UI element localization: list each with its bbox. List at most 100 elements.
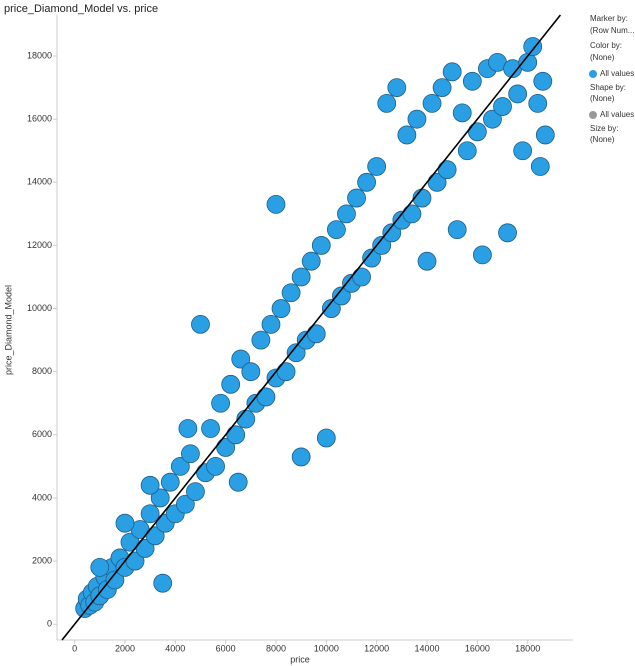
legend-text: (None) [590, 135, 615, 144]
point [530, 157, 550, 176]
point [412, 188, 432, 208]
point [447, 220, 467, 240]
legend-text: (None) [590, 53, 615, 62]
x-tick-label: 12000 [364, 643, 389, 653]
point [201, 419, 220, 438]
point [367, 157, 387, 176]
point [301, 251, 321, 271]
point [140, 475, 160, 495]
point [472, 245, 492, 265]
point [105, 570, 125, 590]
point [206, 456, 225, 476]
point [347, 188, 366, 208]
x-tick-label: 2000 [115, 643, 135, 653]
y-tick-label: 14000 [27, 177, 52, 187]
point [452, 103, 472, 123]
x-tick-label: 10000 [314, 643, 339, 653]
x-axis-label: price [290, 654, 310, 664]
point [498, 223, 517, 243]
point [261, 314, 281, 334]
point [228, 472, 248, 492]
point [90, 557, 110, 577]
y-tick-label: 18000 [27, 50, 52, 60]
point [256, 387, 276, 407]
legend-text: Size by: [590, 124, 618, 133]
point [321, 299, 341, 318]
point [125, 551, 145, 571]
point [115, 513, 135, 533]
point [417, 251, 437, 271]
point [286, 343, 306, 363]
y-tick-label: 16000 [27, 114, 52, 124]
legend-text: Color by: [590, 41, 622, 50]
point [186, 482, 205, 502]
point [216, 438, 236, 457]
legend-text: Marker by: [590, 14, 628, 23]
point [337, 204, 356, 224]
point [483, 109, 502, 129]
legend-text: All values [600, 110, 634, 119]
point [437, 160, 457, 180]
point [170, 456, 190, 476]
point [191, 314, 210, 334]
legend-text: (Row Num... [590, 26, 634, 35]
point [326, 220, 346, 240]
point [160, 472, 180, 492]
point [316, 428, 336, 448]
point [291, 447, 311, 467]
point [181, 444, 200, 464]
point [311, 236, 331, 255]
x-tick-label: 18000 [515, 643, 540, 653]
x-tick-label: 6000 [216, 643, 236, 653]
x-tick-label: 0 [72, 643, 77, 653]
point [153, 573, 173, 593]
point [513, 141, 533, 161]
y-axis-label: price_Diamond_Model [3, 285, 13, 375]
point [397, 125, 417, 145]
x-tick-label: 4000 [165, 643, 185, 653]
point [387, 78, 407, 98]
point [533, 71, 553, 91]
x-tick-label: 16000 [465, 643, 490, 653]
x-tick-label: 14000 [414, 643, 439, 653]
point [422, 93, 442, 113]
y-tick-label: 10000 [27, 303, 52, 313]
point [427, 172, 447, 192]
chart-title: price_Diamond_Model vs. price [4, 3, 158, 15]
point [231, 349, 251, 369]
point [211, 393, 231, 413]
x-tick-label: 8000 [266, 643, 286, 653]
legend-swatch [589, 70, 597, 78]
point [407, 109, 427, 129]
legend-text: (None) [590, 94, 615, 103]
point [150, 488, 170, 508]
point [332, 286, 351, 306]
point [535, 125, 555, 145]
point [467, 122, 487, 142]
point [457, 141, 477, 161]
point [276, 362, 296, 382]
point [251, 330, 271, 350]
point [241, 362, 261, 382]
point [372, 236, 392, 255]
y-tick-label: 6000 [32, 429, 52, 439]
point [266, 194, 286, 214]
point [432, 78, 452, 98]
reference-line [61, 14, 562, 641]
point [140, 504, 160, 524]
y-tick-label: 8000 [32, 366, 52, 376]
point [462, 71, 482, 91]
point [508, 84, 528, 104]
point [493, 97, 512, 116]
legend-swatch [589, 111, 597, 119]
legend-text: Shape by: [590, 83, 626, 92]
point [236, 409, 256, 429]
point [402, 204, 422, 224]
point [145, 526, 165, 546]
point [221, 374, 241, 394]
y-tick-label: 2000 [32, 555, 52, 565]
point [271, 299, 291, 318]
legend-text: All values [600, 69, 634, 78]
